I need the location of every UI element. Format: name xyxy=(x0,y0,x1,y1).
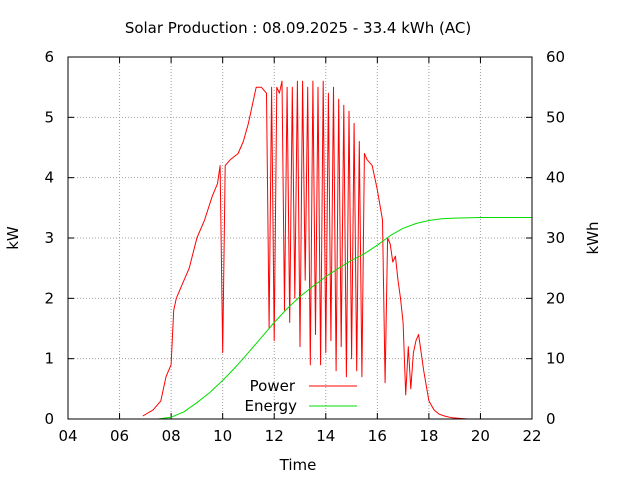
grid xyxy=(68,57,532,419)
y2-tick-label: 0 xyxy=(546,410,556,428)
y2-axis-title: kWh xyxy=(584,221,602,254)
x-tick-label: 06 xyxy=(110,427,129,445)
y-tick-label: 3 xyxy=(44,229,54,247)
series-line-power xyxy=(142,80,478,420)
y-tick-label: 5 xyxy=(44,108,54,126)
x-tick-label: 18 xyxy=(419,427,438,445)
x-axis-title: Time xyxy=(279,456,317,474)
x-tick-label: 16 xyxy=(368,427,387,445)
x-tick-label: 12 xyxy=(265,427,284,445)
x-tick-label: 22 xyxy=(522,427,541,445)
y2-tick-label: 40 xyxy=(546,169,565,187)
legend-label-power: Power xyxy=(250,377,296,395)
legend-label-energy: Energy xyxy=(244,397,297,415)
x-tick-label: 10 xyxy=(213,427,232,445)
y2-tick-label: 50 xyxy=(546,108,565,126)
y-tick-label: 0 xyxy=(44,410,54,428)
x-tick-label: 20 xyxy=(471,427,490,445)
y-tick-label: 2 xyxy=(44,289,54,307)
x-tick-label: 08 xyxy=(162,427,181,445)
y-axis-title: kW xyxy=(4,226,22,250)
series-line-energy xyxy=(158,217,532,420)
x-tick-label: 14 xyxy=(316,427,335,445)
plot-area xyxy=(67,56,533,420)
y2-tick-label: 30 xyxy=(546,229,565,247)
y-tick-label: 6 xyxy=(44,48,54,66)
x-tick-label: 04 xyxy=(58,427,77,445)
y2-tick-label: 20 xyxy=(546,289,565,307)
y2-tick-label: 60 xyxy=(546,48,565,66)
y2-tick-label: 10 xyxy=(546,350,565,368)
legend: Power Energy xyxy=(244,377,357,415)
y-tick-label: 4 xyxy=(44,169,54,187)
chart-title: Solar Production : 08.09.2025 - 33.4 kWh… xyxy=(125,19,471,37)
y-tick-label: 1 xyxy=(44,350,54,368)
series-layer xyxy=(142,80,532,420)
